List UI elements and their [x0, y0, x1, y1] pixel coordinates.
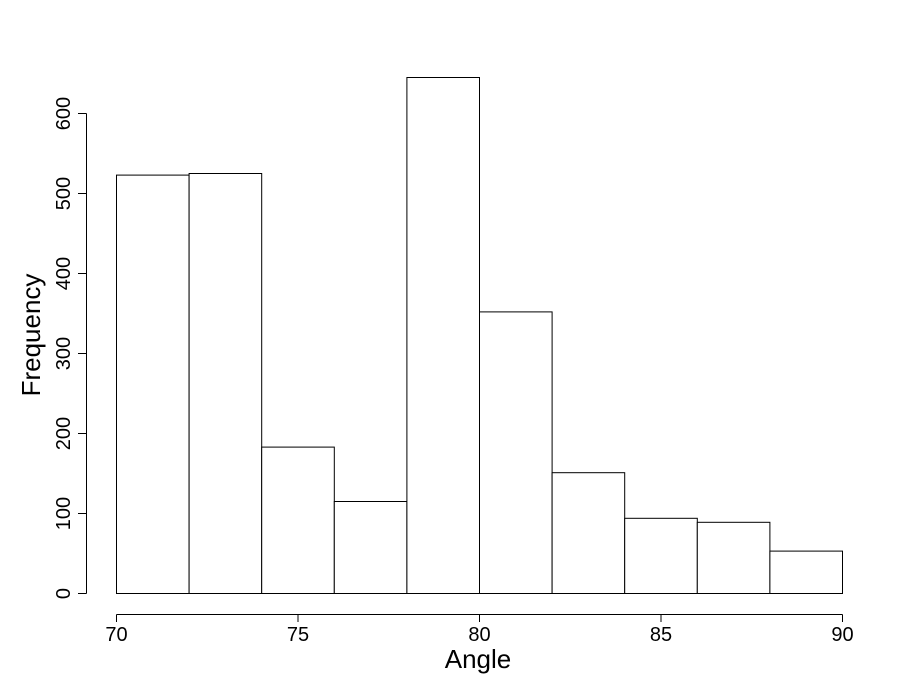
histogram-bar — [406, 77, 480, 594]
x-tick-label: 75 — [287, 624, 309, 646]
histogram-bar — [769, 550, 844, 594]
y-axis-title: Frequency — [16, 274, 46, 397]
x-axis-title: Angle — [445, 644, 512, 674]
histogram-bar — [188, 173, 263, 594]
y-tick-label: 500 — [53, 177, 75, 210]
histogram-bar — [696, 521, 771, 594]
y-tick-label: 100 — [53, 497, 75, 530]
histogram-bar — [261, 446, 335, 594]
y-tick-label: 0 — [53, 588, 75, 599]
histogram-bar — [116, 174, 190, 594]
y-axis: 0 100 200 300 400 500 600 — [53, 97, 87, 599]
histogram-bar — [624, 517, 698, 594]
x-tick-label: 80 — [468, 624, 490, 646]
x-tick-label: 90 — [831, 624, 853, 646]
histogram-bar — [479, 311, 553, 594]
y-tick-label: 200 — [53, 417, 75, 450]
x-tick-label: 70 — [105, 624, 127, 646]
y-tick-label: 300 — [53, 337, 75, 370]
histogram-bar — [333, 501, 408, 594]
y-tick-label: 600 — [53, 97, 75, 130]
x-tick-label: 85 — [650, 624, 672, 646]
histogram-bar — [551, 472, 626, 595]
x-axis: 70 75 80 85 90 — [105, 614, 854, 646]
bars-layer — [116, 77, 844, 595]
y-tick-label: 400 — [53, 257, 75, 290]
